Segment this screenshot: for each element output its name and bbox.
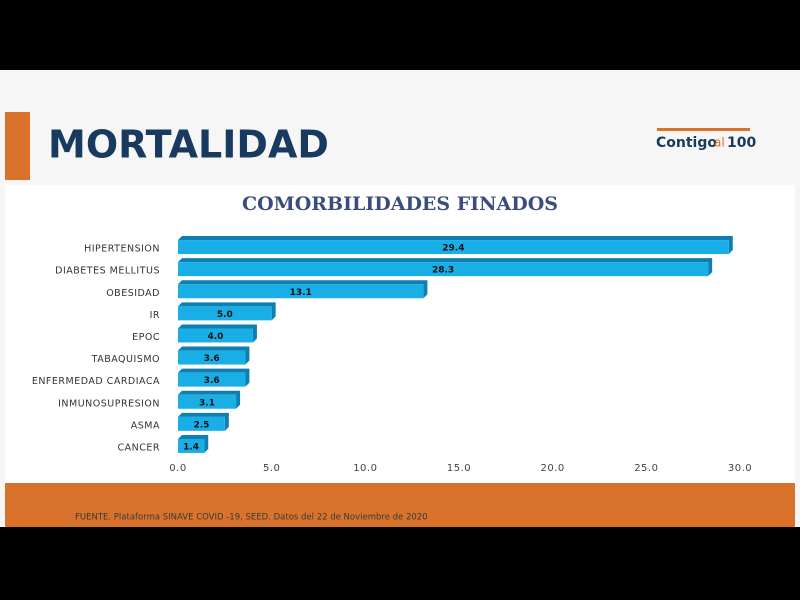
bar-depth xyxy=(178,390,241,409)
value-label: 2.5 xyxy=(193,420,209,430)
bar-depth xyxy=(178,412,229,431)
bar xyxy=(178,284,424,299)
bar-depth xyxy=(178,434,209,453)
bar xyxy=(178,328,253,343)
y-tick-label: TABAQUISMO xyxy=(91,354,160,365)
bar xyxy=(178,262,709,277)
y-tick-label: HIPERTENSION xyxy=(84,244,160,255)
value-label: 3.6 xyxy=(204,354,220,364)
footer-band xyxy=(5,483,795,527)
value-label: 28.3 xyxy=(432,266,454,276)
x-tick-label: 5.0 xyxy=(263,463,280,474)
x-tick-label: 10.0 xyxy=(353,463,377,474)
bar xyxy=(178,240,729,255)
value-label: 3.6 xyxy=(204,376,220,386)
value-label: 13.1 xyxy=(290,288,312,298)
bar-depth xyxy=(178,368,250,387)
chart-area xyxy=(5,185,795,483)
bar-depth xyxy=(178,280,428,299)
y-tick-label: OBESIDAD xyxy=(106,288,160,299)
bar-depth xyxy=(178,346,250,365)
bar xyxy=(178,416,225,431)
bar xyxy=(178,306,272,321)
logo: Contigo al 100 xyxy=(656,128,756,151)
logo-bar xyxy=(657,128,750,131)
bar xyxy=(178,438,205,453)
bar xyxy=(178,350,246,365)
logo-text: al xyxy=(714,136,725,150)
value-label: 29.4 xyxy=(442,244,464,254)
bar-depth xyxy=(178,324,257,343)
bar-depth xyxy=(178,258,713,277)
bar-depth xyxy=(178,236,733,255)
bar-depth xyxy=(178,302,276,321)
y-tick-label: IR xyxy=(150,310,160,321)
y-tick-label: CANCER xyxy=(118,442,160,453)
y-tick-label: DIABETES MELLITUS xyxy=(55,266,160,277)
value-label: 4.0 xyxy=(207,332,223,342)
logo-text: Contigo xyxy=(656,135,717,151)
plot: 0.0 5.0 10.0 15.0 20.0 25.0 30.0 HIPERTENSION 29… xyxy=(32,236,752,474)
slide-title: MORTALIDAD xyxy=(48,123,329,167)
x-tick-label: 20.0 xyxy=(541,463,565,474)
logo-text: 100 xyxy=(727,135,756,151)
chart-title: COMORBILIDADES FINADOS xyxy=(242,193,558,215)
x-tick-label: 30.0 xyxy=(728,463,752,474)
value-label: 5.0 xyxy=(217,310,233,320)
y-tick-label: EPOC xyxy=(132,332,160,343)
value-label: 3.1 xyxy=(199,398,215,408)
footer-source: FUENTE. Plataforma SINAVE COVID -19, SEE… xyxy=(75,513,428,523)
x-tick-label: 0.0 xyxy=(169,463,186,474)
bar xyxy=(178,372,246,387)
title-accent xyxy=(5,112,30,180)
y-tick-label: ENFERMEDAD CARDIACA xyxy=(32,376,160,387)
y-tick-label: ASMA xyxy=(131,420,160,431)
x-tick-label: 25.0 xyxy=(634,463,658,474)
value-label: 1.4 xyxy=(183,442,199,452)
y-tick-label: INMUNOSUPRESION xyxy=(58,398,160,409)
bar xyxy=(178,394,237,409)
x-tick-label: 15.0 xyxy=(447,463,471,474)
